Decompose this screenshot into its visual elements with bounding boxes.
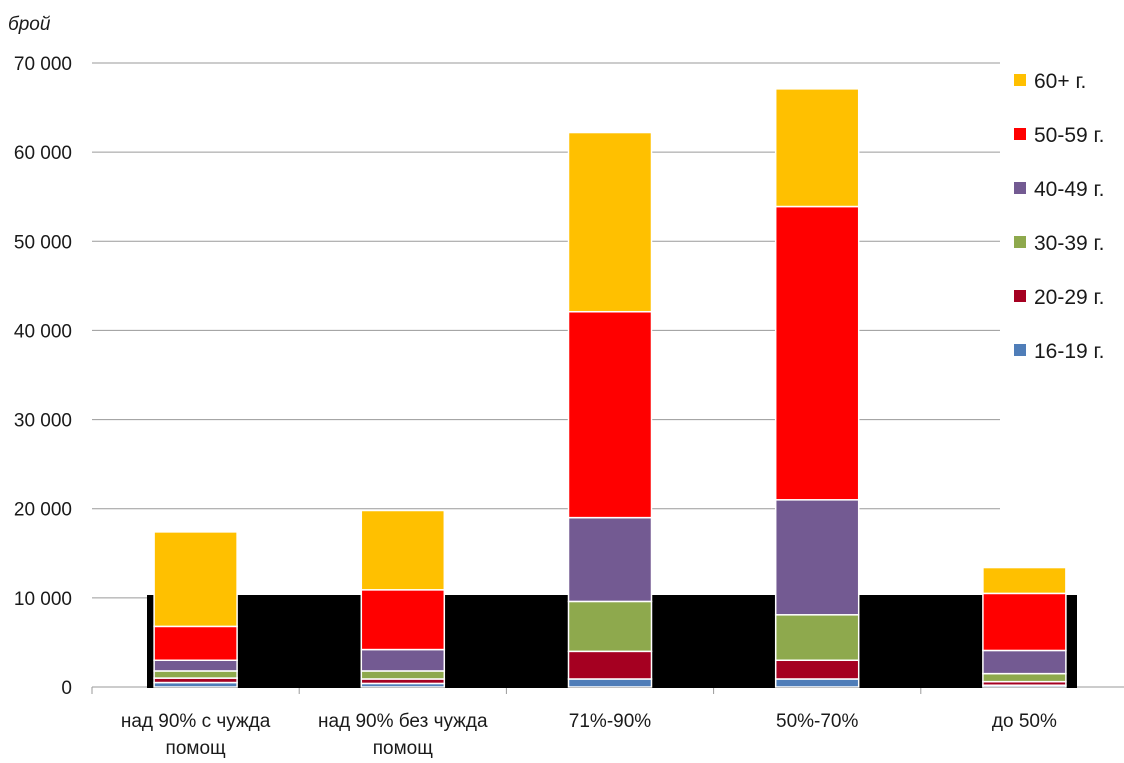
x-tick-label: помощ — [373, 738, 433, 759]
bar-segment-4-6 — [774, 88, 860, 208]
legend-label: 30-39 г. — [1034, 232, 1104, 255]
bar-segment-3-5 — [567, 310, 653, 519]
legend-swatch — [1014, 290, 1026, 302]
legend-swatch — [1014, 182, 1026, 194]
bar-segment-4-3 — [774, 614, 860, 662]
legend-label: 50-59 г. — [1034, 124, 1104, 147]
x-tick-label: 71%-90% — [569, 711, 651, 732]
y-tick-label: 0 — [61, 678, 72, 699]
bar-segment-3-3 — [567, 600, 653, 653]
bar-segment-2-6 — [360, 509, 446, 591]
x-tick-label: до 50% — [992, 711, 1057, 732]
bar-segment-1-5 — [153, 625, 238, 662]
y-tick-label: 60 000 — [14, 143, 72, 164]
bar-segment-1-4 — [153, 659, 238, 672]
x-tick-label: помощ — [166, 738, 226, 759]
y-axis-label: брой — [8, 14, 51, 35]
bars — [153, 88, 1067, 688]
legend-swatch — [1014, 344, 1026, 356]
bar-segment-2-4 — [360, 648, 446, 672]
y-tick-label: 30 000 — [14, 411, 72, 432]
bar-segment-3-6 — [567, 131, 653, 313]
legend-label: 40-49 г. — [1034, 178, 1104, 201]
bar-segment-1-6 — [153, 531, 238, 628]
bar-segment-5-5 — [982, 592, 1067, 652]
legend-label: 60+ г. — [1034, 70, 1086, 93]
bar-segment-5-3 — [982, 672, 1067, 683]
bar-segment-1-3 — [153, 670, 238, 679]
bar-segment-3-4 — [567, 516, 653, 603]
x-axis — [91, 686, 1124, 694]
bar-segment-4-2 — [774, 659, 860, 680]
legend-swatch — [1014, 236, 1026, 248]
y-tick-label: 20 000 — [14, 500, 72, 521]
bar-segment-3-2 — [567, 650, 653, 680]
bar-segment-5-4 — [982, 649, 1067, 675]
bar-segment-2-3 — [360, 670, 446, 680]
legend-swatch — [1014, 74, 1026, 86]
bar-segment-2-5 — [360, 589, 446, 651]
bar-segment-3-1 — [567, 678, 653, 688]
x-tick-label: 50%-70% — [776, 711, 858, 732]
legend: 60+ г. 50-59 г. 40-49 г. 30-39 г. 20-29 г. 16… — [1014, 70, 1104, 363]
legend-label: 20-29 г. — [1034, 286, 1104, 309]
bar-segment-4-4 — [774, 499, 860, 616]
y-tick-label: 40 000 — [14, 321, 72, 342]
y-axis-ticks: 0 10 000 20 000 30 000 40 000 50 000 60 000 70 … — [14, 54, 72, 699]
x-tick-label: над 90% с чужда — [121, 711, 271, 732]
y-tick-label: 10 000 — [14, 589, 72, 610]
bar-segment-5-6 — [982, 566, 1067, 595]
legend-swatch — [1014, 128, 1026, 140]
x-tick-label: над 90% без чужда — [318, 711, 488, 732]
bar-segment-4-5 — [774, 205, 860, 501]
x-axis-tick-labels: над 90% с чужда помощ над 90% без чужда пом… — [121, 711, 1057, 759]
legend-label: 16-19 г. — [1034, 340, 1104, 363]
y-tick-label: 50 000 — [14, 232, 72, 253]
y-tick-label: 70 000 — [14, 54, 72, 75]
bar-segment-4-1 — [774, 678, 860, 688]
